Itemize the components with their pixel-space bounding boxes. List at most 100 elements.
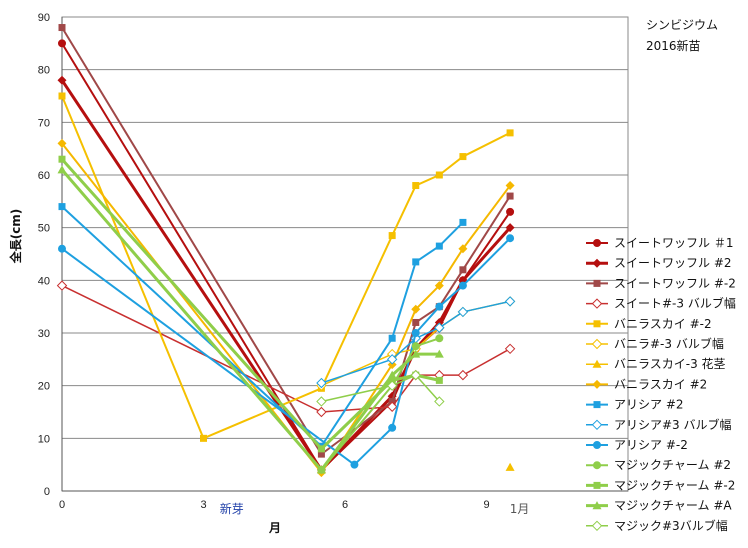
series-9-point-4 — [412, 258, 420, 266]
legend-label-4: スイート#-3 バルブ幅 — [614, 296, 736, 311]
series-14-point-1 — [57, 165, 67, 174]
series-5-point-6 — [435, 171, 443, 179]
annotation-1: 新芽 — [220, 501, 244, 516]
y-axis-label: 全長(cm) — [8, 209, 23, 265]
chart-title: シンビジウム — [646, 18, 718, 32]
series-14-point-4 — [411, 349, 421, 358]
series-3-point-2 — [317, 450, 325, 458]
series-12-point-3 — [411, 342, 420, 351]
series-5-point-7 — [459, 153, 467, 161]
legend-item-11: アリシア #-2 — [586, 438, 688, 452]
series-14-point-2 — [316, 465, 326, 474]
series-7 — [505, 462, 515, 471]
series-11-point-4 — [411, 329, 420, 337]
series-3-point-7 — [506, 192, 514, 200]
series-9-point-1 — [58, 203, 66, 211]
series-3-point-4 — [412, 318, 420, 326]
series-lines — [56, 24, 516, 478]
series-7-point-1 — [505, 462, 515, 471]
series-8-point-7 — [505, 181, 515, 191]
legend-item-8: バニラスカイ #2 — [586, 377, 707, 391]
series-2-point-7 — [505, 223, 515, 233]
legend-swatch-marker-1 — [593, 239, 601, 247]
legend-label-13: マジックチャーム #-2 — [614, 478, 735, 492]
series-15-point-1 — [316, 396, 327, 407]
series-9-point-3 — [388, 334, 396, 342]
series-5-point-8 — [506, 129, 514, 137]
series-4-point-2 — [316, 406, 327, 418]
series-10-point-2 — [386, 354, 398, 365]
legend-item-2: スイートワッフル #2 — [586, 256, 732, 270]
legend-label-6: バニラ#-3 バルブ幅 — [614, 336, 724, 351]
y-tick-label-30: 30 — [38, 328, 50, 340]
legend-label-1: スイートワッフル ＃1 — [614, 236, 733, 250]
series-11-point-6 — [458, 281, 467, 290]
series-5-point-2 — [200, 434, 207, 442]
legend-item-13: マジックチャーム #-2 — [586, 478, 735, 492]
legend-swatch-marker-7 — [592, 359, 602, 368]
y-tick-label-60: 60 — [38, 170, 50, 182]
series-8-point-4 — [411, 304, 421, 314]
series-1-point-7 — [506, 207, 515, 216]
legend-item-10: アリシア#3 バルブ幅 — [586, 417, 732, 432]
series-14 — [57, 165, 444, 474]
y-tick-label-10: 10 — [38, 433, 50, 445]
x-tick-label-3: 3 — [200, 499, 206, 511]
legend-swatch-marker-15 — [591, 520, 603, 532]
series-4-point-3 — [386, 401, 398, 412]
series-2-point-1 — [57, 75, 67, 85]
y-tick-label-70: 70 — [38, 117, 50, 129]
y-tick-label-20: 20 — [38, 381, 50, 393]
y-tick-label-40: 40 — [38, 275, 50, 287]
y-tick-label-0: 0 — [44, 486, 50, 498]
series-3-point-6 — [459, 266, 467, 274]
series-13-point-2 — [317, 445, 325, 453]
tick-labels: 0 10 20 30 40 50 60 70 80 90 0 3 6 9 — [38, 12, 490, 511]
series-10-point-4 — [434, 322, 445, 333]
legend-swatch-marker-10 — [591, 419, 603, 431]
legend-label-10: アリシア#3 バルブ幅 — [614, 417, 732, 432]
legend-label-2: スイートワッフル #2 — [614, 256, 732, 270]
y-tick-label-50: 50 — [38, 223, 50, 235]
series-4-point-1 — [56, 280, 68, 291]
series-4-point-7 — [504, 343, 516, 355]
legend-label-15: マジック#3バルブ幅 — [614, 518, 728, 533]
series-11-point-7 — [506, 234, 515, 243]
series-5-point-5 — [412, 182, 420, 190]
legend-item-15: マジック#3バルブ幅 — [586, 518, 728, 533]
legend-swatch-marker-4 — [591, 298, 603, 309]
legend-item-5: バニラスカイ #-2 — [586, 317, 712, 331]
series-8-point-6 — [458, 244, 468, 254]
legend-item-9: アリシア #2 — [586, 398, 684, 412]
series-13-point-1 — [58, 155, 66, 163]
legend-label-8: バニラスカイ #2 — [614, 377, 707, 391]
series-15-point-2 — [386, 380, 398, 391]
legend-label-7: バニラスカイ-3 花茎 — [614, 356, 726, 371]
y-tick-label-90: 90 — [38, 12, 50, 24]
series-11-point-2 — [350, 460, 359, 469]
legend-swatch-marker-2 — [592, 258, 602, 268]
series-15-line — [321, 374, 440, 403]
legend-item-7: バニラスカイ-3 花茎 — [586, 356, 726, 371]
series-14-point-3 — [387, 370, 397, 379]
legend-swatch-marker-5 — [593, 320, 601, 328]
series-11-point-1 — [58, 244, 66, 253]
legend-label-5: バニラスカイ #-2 — [614, 317, 712, 331]
series-11 — [58, 234, 515, 469]
legend-swatch-marker-12 — [593, 461, 601, 470]
series-8-point-5 — [434, 281, 444, 291]
legend-item-1: スイートワッフル ＃1 — [586, 236, 733, 250]
legend-swatch-marker-14 — [592, 501, 602, 510]
series-14-point-5 — [434, 349, 444, 358]
series-5-line — [61, 95, 511, 440]
series-15-point-4 — [434, 396, 445, 407]
series-10 — [316, 296, 516, 389]
series-9-point-6 — [459, 218, 467, 226]
x-axis-label: 月 — [268, 521, 281, 535]
legend-swatch-marker-6 — [591, 338, 603, 350]
series-15-point-3 — [410, 369, 421, 381]
legend-swatch-marker-9 — [593, 401, 601, 409]
series-10-point-1 — [316, 377, 327, 389]
series-8-point-1 — [57, 138, 67, 148]
